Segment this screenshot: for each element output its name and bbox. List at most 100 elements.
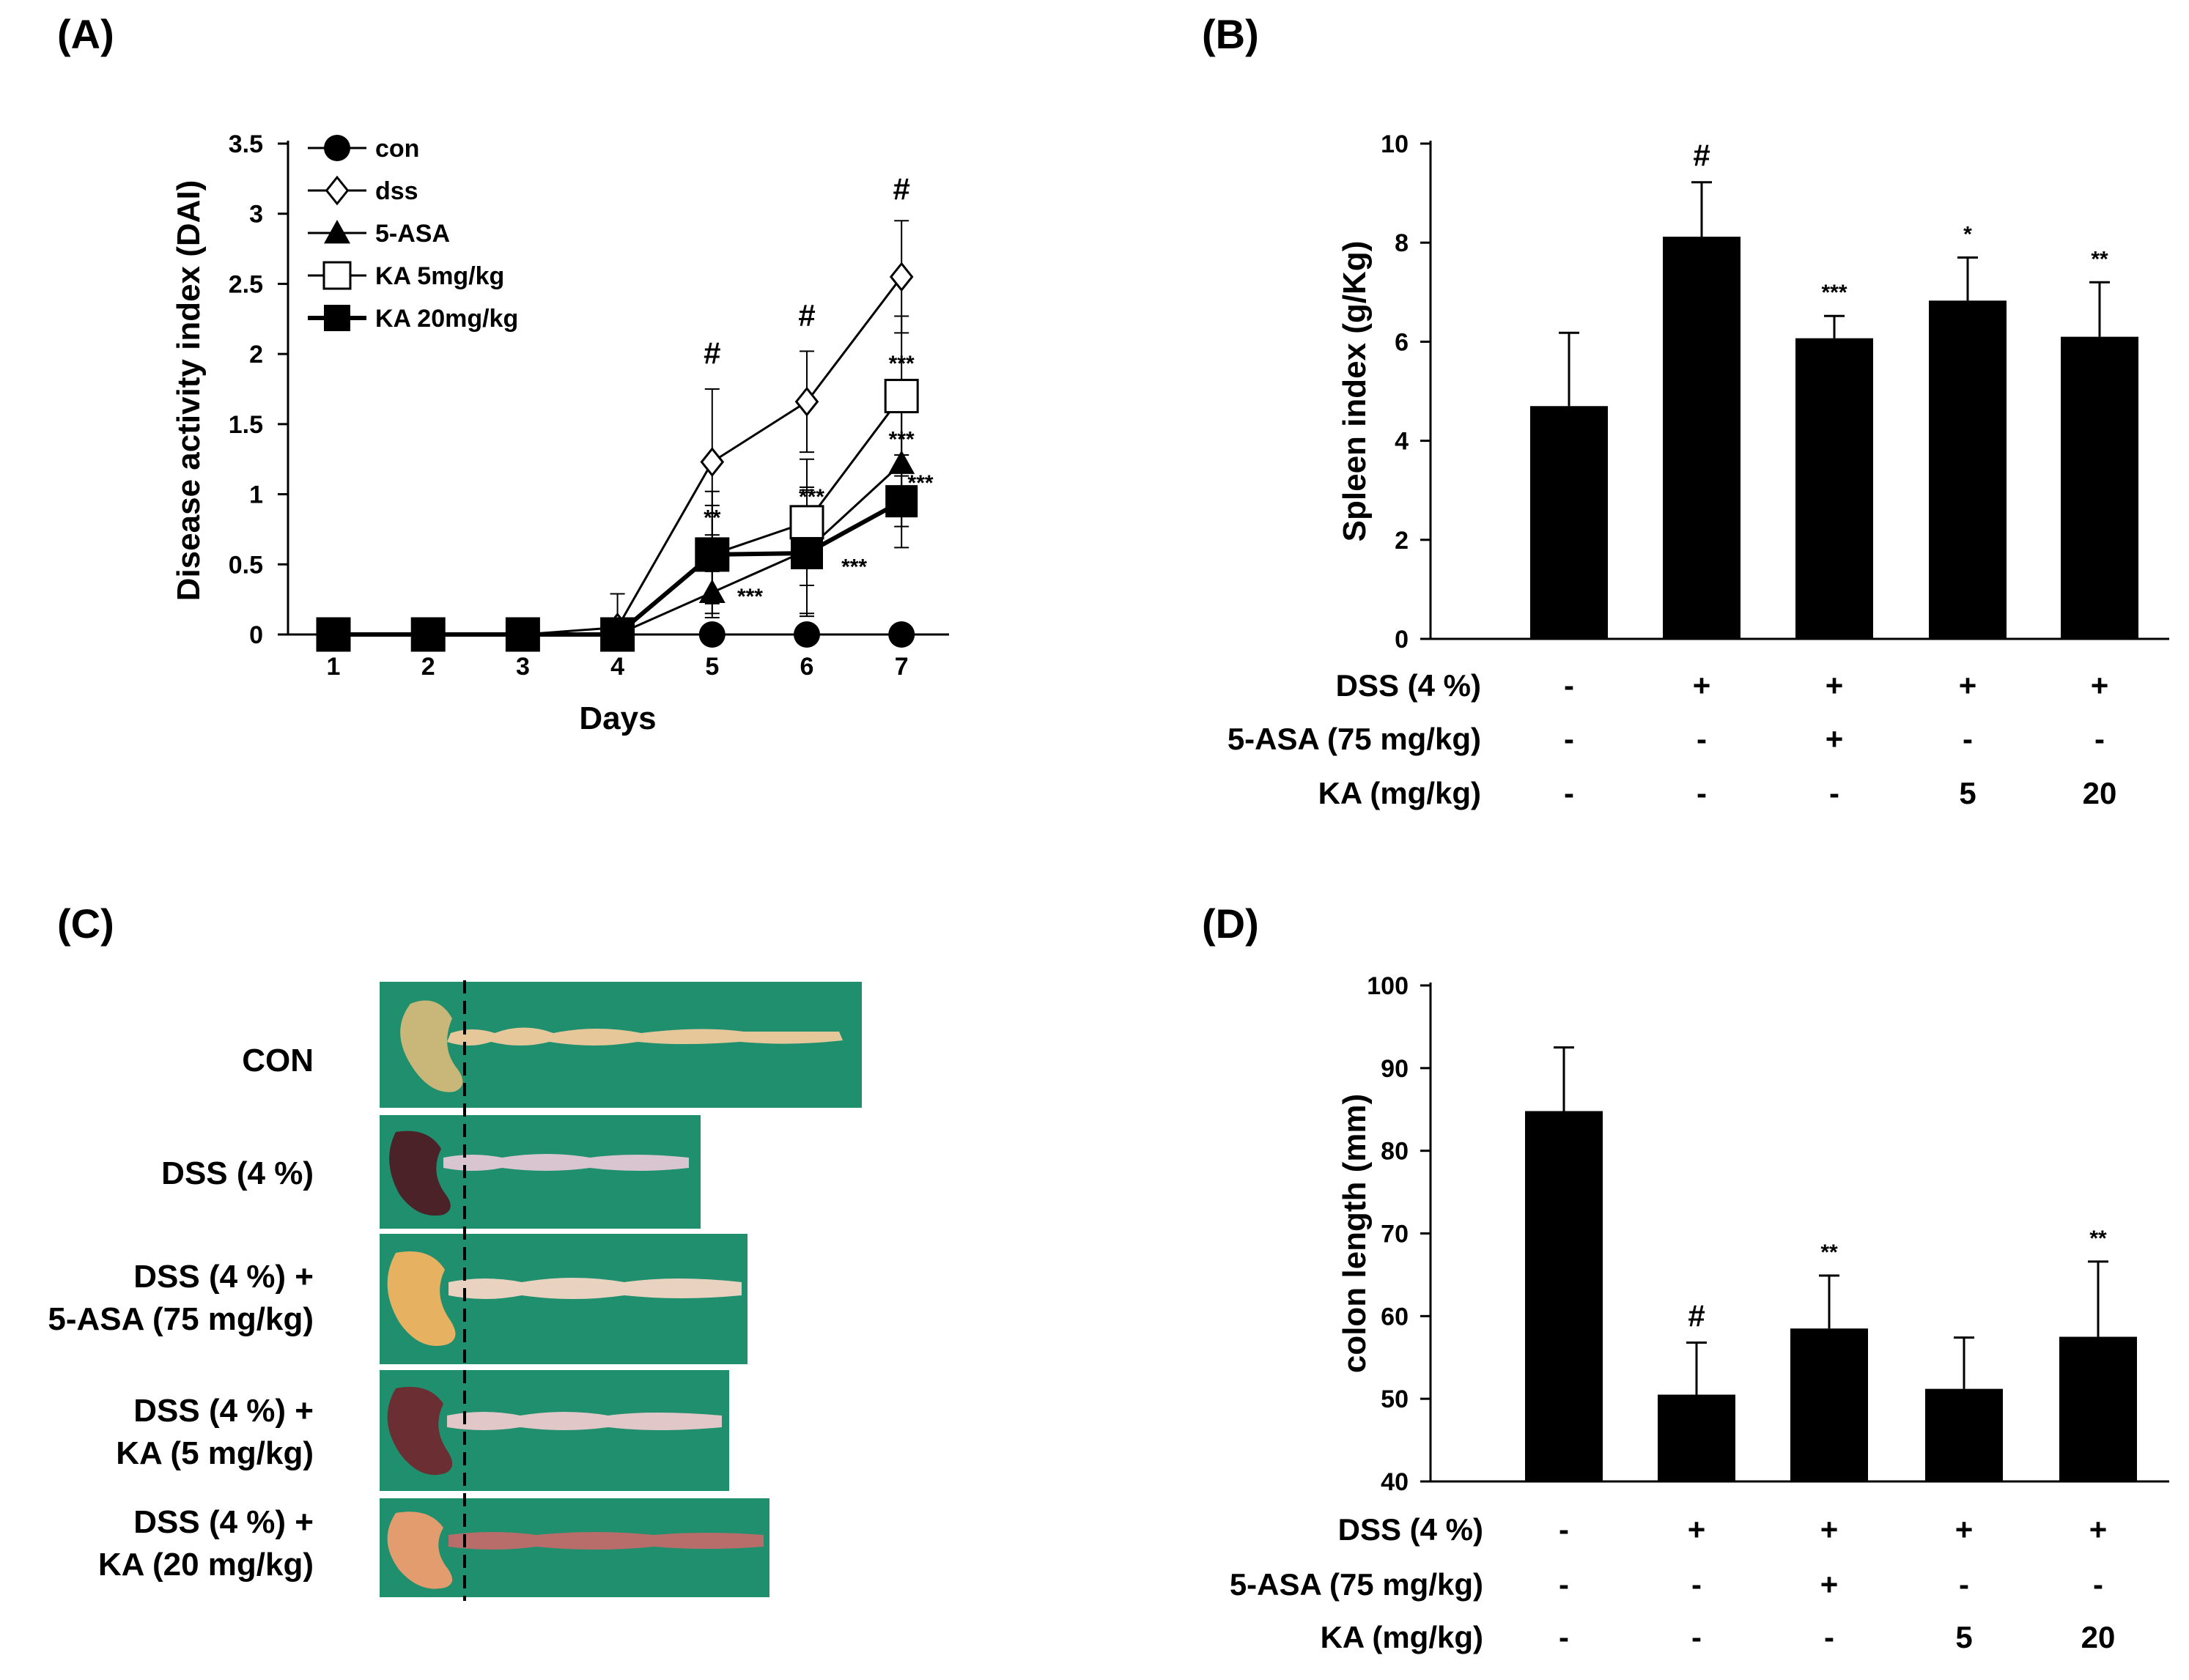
condition-value: - [1691,1620,1702,1654]
legend-entry-label: KA 5mg/kg [375,262,504,290]
x-tick-label: 6 [800,653,814,681]
bar [1929,300,2007,639]
y-tick-label: 40 [1381,1468,1409,1496]
condition-value: - [1829,776,1839,810]
bar [1795,338,1873,639]
x-axis-title: Days [579,700,656,736]
photo-row-label: CON [242,1043,314,1078]
colon-photo-con [380,982,862,1108]
condition-value: - [1559,1620,1569,1654]
con-marker [888,621,915,648]
photo-row-label: DSS (4 %) + [133,1393,314,1429]
condition-label: 5-ASA (75 mg/kg) [1228,722,1481,756]
colon-photo-panel: CON DSS (4 %) DSS (4 %) + 5-ASA (75 mg/kg) D… [48,980,862,1601]
y-axis-title: Disease activity index (DAI) [171,180,207,602]
ka5-marker [322,261,352,290]
y-tick-label: 2 [249,341,263,369]
legend-entry-label: dss [375,177,418,205]
condition-label: DSS (4 %) [1336,668,1481,703]
panel-label-a: (A) [57,11,114,57]
condition-label: DSS (4 %) [1338,1512,1483,1547]
x-tick-label: 1 [327,653,341,681]
panel-label-b: (B) [1202,11,1259,57]
chart-d-colon-length: 40 50 60 70 80 90 100 colon length (mm) # ** ** DSS… [1230,972,2169,1654]
condition-label: KA (mg/kg) [1321,1620,1483,1654]
y-tick-label: 2.5 [229,270,263,298]
photo-row-labels: CON DSS (4 %) DSS (4 %) + 5-ASA (75 mg/kg) D… [48,1043,314,1583]
colon-photo-ka5 [380,1370,729,1491]
x-tick-label: 2 [421,653,435,681]
bar [2061,336,2138,639]
con-marker [324,135,350,161]
condition-label: KA (mg/kg) [1318,776,1481,810]
bar [2059,1336,2137,1481]
significance-stars: *** [841,555,867,580]
y-tick-label: 4 [1395,428,1409,456]
significance-hash: # [704,336,720,371]
dss-marker [325,175,350,206]
condition-value: - [1564,776,1574,810]
bar [1790,1328,1868,1481]
condition-value: + [1688,1512,1706,1547]
condition-value: + [2091,668,2109,703]
asa-marker [698,579,726,603]
significance-stars: *** [737,585,763,609]
y-tick-label: 3 [249,201,263,229]
y-tick-label: 6 [1395,328,1409,356]
legend: con dss 5-ASA KA 5mg/kg KA 20mg/kg [308,135,518,333]
photo-row-label: DSS (4 %) [161,1155,314,1191]
significance-hash: # [893,172,910,207]
significance-stars: *** [908,471,934,495]
condition-value: - [1697,776,1707,810]
photo-row-label: KA (20 mg/kg) [98,1547,314,1583]
x-tick-label: 5 [705,653,719,681]
y-tick-label: 1 [249,481,263,509]
condition-value: - [2094,722,2105,756]
ka20-marker [695,538,728,571]
significance-stars: *** [799,485,824,509]
condition-value: + [1826,722,1844,756]
y-tick-label: 10 [1381,130,1409,158]
con-marker [794,621,820,648]
photo-row-label: 5-ASA (75 mg/kg) [48,1301,314,1337]
y-tick-label: 100 [1367,972,1409,1000]
bar [1525,1111,1603,1481]
asa-marker [324,220,350,244]
condition-label: 5-ASA (75 mg/kg) [1230,1567,1483,1602]
legend-entry-label: KA 20mg/kg [375,305,518,333]
series-ka-5mg-kg [333,315,909,636]
y-axis-title: colon length (mm) [1337,1094,1373,1373]
condition-value: - [1564,668,1574,703]
ka5-marker [884,379,919,414]
legend-entry-label: 5-ASA [375,220,450,248]
condition-value: - [1824,1620,1834,1654]
y-tick-label: 1.5 [229,411,263,439]
panel-label-d: (D) [1202,900,1259,947]
condition-value: + [1693,668,1711,703]
condition-value: - [1564,722,1574,756]
y-tick-label: 50 [1381,1385,1409,1413]
ka5-marker [789,505,824,540]
colon-photo-5asa [380,1234,747,1364]
bar [1658,1394,1735,1481]
bar [1530,406,1608,639]
condition-value: - [1697,722,1707,756]
condition-value: + [1820,1567,1839,1602]
significance-stars: ** [704,506,721,530]
condition-value: + [1959,668,1977,703]
ka20-marker [506,618,539,651]
significance-hash: # [1693,138,1710,173]
condition-value: 5 [1959,776,1976,810]
bar [1663,237,1741,639]
y-tick-label: 8 [1395,229,1409,257]
ka20-marker [324,305,350,331]
condition-value: - [1963,722,1973,756]
ka20-marker [317,618,350,651]
condition-value: - [1959,1567,1969,1602]
significance-hash: # [798,298,815,333]
colon-photo-ka20 [380,1498,769,1597]
y-tick-label: 0 [249,621,263,649]
bar [1925,1388,2003,1481]
